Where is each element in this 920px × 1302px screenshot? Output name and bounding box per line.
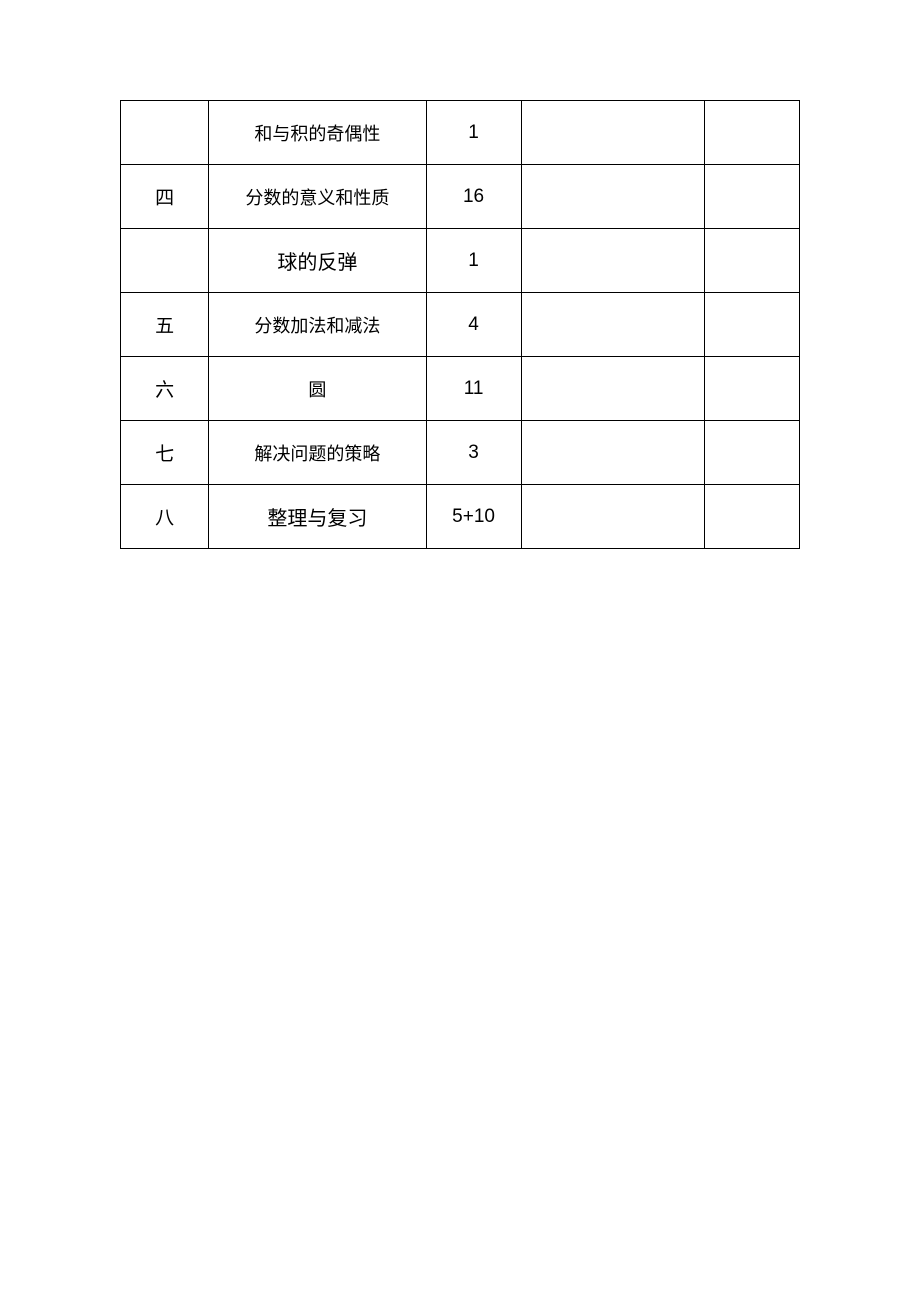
table-row: 五 分数加法和减法 4 (121, 293, 800, 357)
cell-hours: 4 (426, 293, 521, 357)
cell-blank-2 (704, 485, 799, 549)
table-row: 和与积的奇偶性 1 (121, 101, 800, 165)
curriculum-table: 和与积的奇偶性 1 四 分数的意义和性质 16 球的反弹 1 五 分数加法和减法… (120, 100, 800, 549)
cell-topic: 分数的意义和性质 (209, 165, 426, 229)
cell-blank-1 (521, 421, 704, 485)
table-row: 球的反弹 1 (121, 229, 800, 293)
cell-hours: 5+10 (426, 485, 521, 549)
cell-blank-1 (521, 293, 704, 357)
cell-blank-1 (521, 101, 704, 165)
cell-blank-2 (704, 165, 799, 229)
cell-blank-2 (704, 229, 799, 293)
table-row: 八 整理与复习 5+10 (121, 485, 800, 549)
cell-topic: 解决问题的策略 (209, 421, 426, 485)
cell-topic: 分数加法和减法 (209, 293, 426, 357)
cell-blank-1 (521, 485, 704, 549)
cell-hours: 16 (426, 165, 521, 229)
cell-blank-2 (704, 101, 799, 165)
cell-blank-2 (704, 357, 799, 421)
cell-hours: 1 (426, 229, 521, 293)
cell-blank-2 (704, 293, 799, 357)
table-body: 和与积的奇偶性 1 四 分数的意义和性质 16 球的反弹 1 五 分数加法和减法… (121, 101, 800, 549)
table-row: 四 分数的意义和性质 16 (121, 165, 800, 229)
cell-topic: 和与积的奇偶性 (209, 101, 426, 165)
cell-blank-1 (521, 357, 704, 421)
cell-unit: 六 (121, 357, 209, 421)
cell-unit: 四 (121, 165, 209, 229)
cell-unit (121, 229, 209, 293)
cell-blank-1 (521, 229, 704, 293)
cell-hours: 3 (426, 421, 521, 485)
cell-unit: 七 (121, 421, 209, 485)
cell-hours: 1 (426, 101, 521, 165)
cell-blank-1 (521, 165, 704, 229)
cell-unit (121, 101, 209, 165)
cell-unit: 八 (121, 485, 209, 549)
cell-hours: 11 (426, 357, 521, 421)
table-row: 七 解决问题的策略 3 (121, 421, 800, 485)
cell-unit: 五 (121, 293, 209, 357)
table-row: 六 圆 11 (121, 357, 800, 421)
cell-topic: 圆 (209, 357, 426, 421)
cell-topic: 整理与复习 (209, 485, 426, 549)
cell-topic: 球的反弹 (209, 229, 426, 293)
cell-blank-2 (704, 421, 799, 485)
